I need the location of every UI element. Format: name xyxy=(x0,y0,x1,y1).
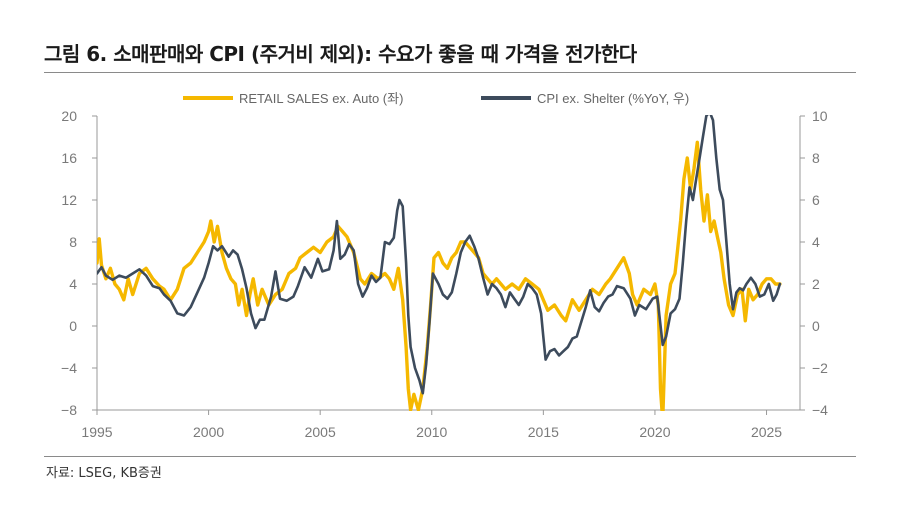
y-right-tick-label: −2 xyxy=(812,360,828,376)
x-tick-label: 1995 xyxy=(81,424,112,440)
series-line-cpi-ex-shelter xyxy=(97,115,782,395)
legend-label-cpi: CPI ex. Shelter (%YoY, 우) xyxy=(537,91,689,106)
x-tick-label: 2005 xyxy=(305,424,336,440)
x-tick-label: 2015 xyxy=(528,424,559,440)
y-left-tick-label: 20 xyxy=(61,108,77,124)
y-right-tick-label: 2 xyxy=(812,276,820,292)
y-left-tick-label: 12 xyxy=(61,192,77,208)
legend-label-retail: RETAIL SALES ex. Auto (좌) xyxy=(239,91,403,106)
y-right-tick-label: 10 xyxy=(812,108,828,124)
y-left-tick-label: −8 xyxy=(61,402,77,418)
x-tick-label: 2020 xyxy=(639,424,670,440)
y-left-tick-label: 8 xyxy=(69,234,77,250)
legend: RETAIL SALES ex. Auto (좌) CPI ex. Shelte… xyxy=(183,91,689,106)
y-right-tick-label: 0 xyxy=(812,318,820,334)
y-left-tick-label: 16 xyxy=(61,150,77,166)
series-layer xyxy=(97,115,782,411)
x-tick-label: 2025 xyxy=(751,424,782,440)
x-tick-label: 2010 xyxy=(416,424,447,440)
y-right-tick-label: −4 xyxy=(812,402,828,418)
series-line-retail-sales xyxy=(97,140,782,411)
y-left-tick-label: −4 xyxy=(61,360,77,376)
source-divider xyxy=(44,456,856,457)
y-left-tick-label: 0 xyxy=(69,318,77,334)
x-tick-label: 2000 xyxy=(193,424,224,440)
y-right-tick-label: 8 xyxy=(812,150,820,166)
source-note: 자료: LSEG, KB증권 xyxy=(46,466,162,481)
y-right-tick-label: 4 xyxy=(812,234,820,250)
y-left-tick-label: 4 xyxy=(69,276,77,292)
title-divider xyxy=(44,72,856,73)
y-right-tick-label: 6 xyxy=(812,192,820,208)
chart-title: 그림 6. 소매판매와 CPI (주거비 제외): 수요가 좋을 때 가격을 전… xyxy=(44,42,637,66)
